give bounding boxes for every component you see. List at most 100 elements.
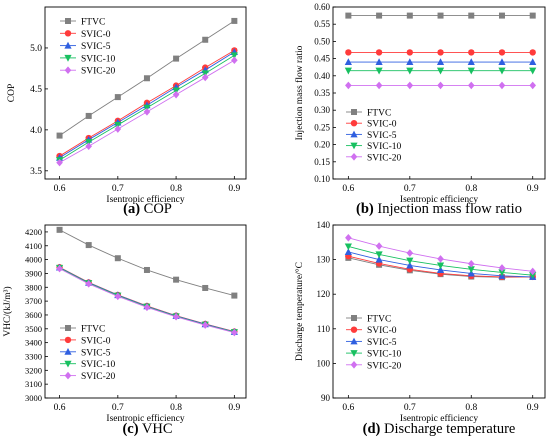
data-point-svic-0 [345, 49, 352, 56]
data-point-svic-10 [406, 257, 414, 265]
legend-marker [350, 142, 358, 150]
data-point-svic-20 [498, 264, 506, 272]
y-tick-label: 3400 [25, 338, 42, 348]
data-point-svic-10 [529, 67, 537, 75]
x-axis-label: Isentropic efficiency [400, 194, 478, 205]
y-tick-label: 3700 [25, 296, 42, 306]
caption-letter: (b) [356, 201, 374, 217]
legend-label: FTVC [81, 325, 105, 335]
data-point-svic-20 [143, 108, 151, 116]
y-tick-label: 120 [317, 289, 331, 299]
legend-marker [351, 315, 357, 321]
legend-label: SVIC-10 [367, 142, 402, 152]
y-axis-label: COP [7, 84, 17, 102]
data-point-svic-20 [437, 255, 444, 263]
y-tick-label: 0.10 [314, 174, 330, 184]
chart-panel-4: 0.6 0.7 0.8 0.9 90 100 110 120 130 140 Isentropic … [294, 220, 546, 437]
data-point-ftvc [114, 255, 121, 262]
x-tick-label: 0.9 [228, 184, 240, 194]
data-point-svic-20 [172, 312, 180, 321]
caption-letter: (a) [123, 201, 140, 217]
caption-letter: (d) [363, 421, 381, 437]
data-point-svic-20 [467, 259, 475, 268]
chart-panel-1: 0.6 0.7 0.8 0.9 3.5 4.0 4.5 5.0 Isentropic effic… [7, 6, 247, 217]
y-tick-label: 0.60 [314, 2, 330, 12]
data-point-svic-20 [437, 81, 444, 90]
data-point-ftvc [85, 112, 92, 119]
legend-marker [350, 130, 358, 138]
y-tick-label: 0.15 [314, 157, 330, 167]
data-point-ftvc [231, 17, 238, 24]
data-point-svic-10 [406, 67, 414, 75]
y-tick-label: 3100 [25, 379, 42, 389]
data-point-svic-10 [436, 262, 445, 270]
data-point-svic-10 [344, 243, 352, 251]
x-axis-label: Isentropic efficiency [106, 413, 184, 424]
data-point-svic-20 [56, 264, 63, 273]
data-point-svic-0 [406, 49, 414, 56]
legend-label: SVIC-0 [367, 326, 397, 336]
legend-label: SVIC-0 [81, 30, 111, 40]
legend-label: SVIC-5 [367, 131, 397, 141]
legend-label: FTVC [81, 18, 105, 28]
legend-marker [64, 336, 72, 344]
legend-label: FTVC [367, 109, 391, 119]
data-point-svic-5 [498, 58, 506, 66]
data-point-svic-20 [201, 73, 209, 82]
legend-marker [350, 337, 358, 345]
caption-letter: (c) [122, 421, 138, 437]
data-point-svic-0 [529, 49, 536, 56]
legend-marker [350, 326, 358, 333]
x-tick-label: 0.6 [342, 184, 354, 194]
y-tick-label: 3000 [25, 393, 42, 403]
legend-marker [64, 30, 72, 37]
y-axis-label: Injection mass flow ratio [294, 45, 305, 140]
y-tick-label: 4200 [25, 227, 42, 237]
data-point-svic-20 [143, 303, 151, 312]
panel-caption: (c) VHC [122, 421, 172, 437]
data-point-svic-20 [375, 242, 383, 250]
chart-panel-3: 0.6 0.7 0.8 0.9 3000 3100 3200 3300 3400 3500 3600… [2, 224, 247, 437]
data-point-svic-10 [498, 67, 506, 75]
plot-frame [44, 224, 247, 399]
y-tick-label: 140 [317, 220, 331, 230]
legend-marker [65, 18, 71, 24]
x-tick-label: 0.9 [527, 184, 539, 194]
y-tick-label: 3200 [25, 365, 42, 375]
caption-text: COP [140, 201, 172, 217]
data-point-svic-5 [375, 58, 383, 66]
x-tick-label: 0.9 [527, 403, 539, 413]
panel-caption: (b) Injection mass flow ratio [356, 201, 522, 217]
caption-text: VHC [139, 421, 173, 437]
x-tick-label: 0.8 [170, 403, 182, 413]
legend-marker [351, 109, 357, 115]
data-point-svic-5 [436, 266, 445, 273]
data-point-svic-10 [467, 266, 475, 274]
legend-marker [350, 361, 358, 369]
data-point-ftvc [56, 132, 63, 139]
data-point-svic-10 [498, 269, 506, 277]
x-tick-label: 0.7 [404, 184, 416, 194]
data-point-ftvc [468, 12, 475, 19]
legend-marker [65, 325, 71, 331]
data-point-svic-20 [529, 267, 537, 276]
x-tick-label: 0.8 [465, 403, 477, 413]
data-point-ftvc [173, 55, 180, 62]
data-point-svic-10 [467, 67, 475, 75]
y-axis-label: Discharge temperature/°C [294, 262, 305, 361]
data-point-svic-10 [230, 52, 238, 60]
data-point-svic-0 [437, 49, 444, 56]
data-point-svic-10 [529, 272, 537, 279]
data-point-ftvc [143, 266, 150, 273]
data-point-svic-0 [375, 49, 383, 56]
data-point-svic-5 [406, 58, 414, 66]
legend-label: SVIC-10 [81, 360, 116, 370]
legend-label: SVIC-5 [367, 338, 397, 348]
y-tick-label: 0.55 [314, 19, 330, 29]
data-point-svic-10 [375, 251, 383, 259]
x-axis-label: Isentropic efficiency [106, 194, 184, 205]
data-point-svic-5 [375, 255, 383, 263]
